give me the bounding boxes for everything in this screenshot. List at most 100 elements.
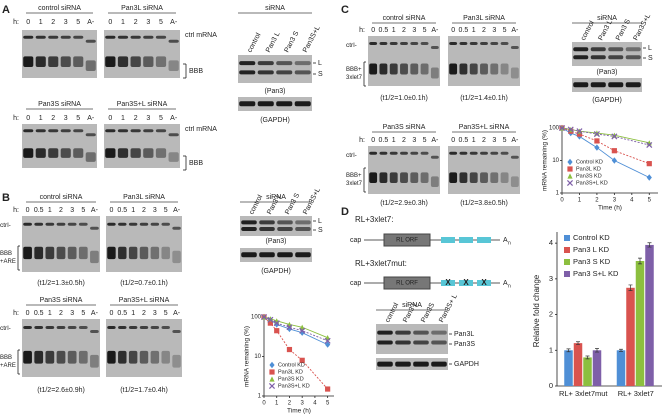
blot-title: Pan3S+L siRNA xyxy=(117,101,168,108)
gel-band xyxy=(117,129,129,133)
gel xyxy=(104,124,180,168)
western-header: siRNA xyxy=(597,15,617,22)
gel-band xyxy=(277,220,293,225)
half-life: (t1/2=1.3±0.5h) xyxy=(37,280,85,287)
lane-label: 5 xyxy=(81,310,85,317)
band-label: S xyxy=(318,227,323,234)
gel-band xyxy=(294,61,311,66)
gel-band xyxy=(400,151,408,155)
y-tick-label: 100 xyxy=(251,315,262,321)
half-life: (t1/2=2.6±0.9h) xyxy=(37,387,85,394)
legend-swatch xyxy=(564,235,570,241)
gel-band xyxy=(60,56,71,67)
tail-sub: n xyxy=(508,240,511,246)
gel-band xyxy=(257,101,274,107)
y-tick-label: 2 xyxy=(549,310,553,319)
gel-band xyxy=(107,325,116,329)
lane-label: A- xyxy=(87,19,95,26)
bar xyxy=(592,350,602,386)
side-label: BBB +ARE xyxy=(0,251,16,265)
gel-band xyxy=(430,46,439,49)
gel-band xyxy=(276,101,293,107)
lane-label: A- xyxy=(91,207,99,214)
lane-label: 0.5 xyxy=(34,207,44,214)
marker xyxy=(269,376,275,382)
lane-label: 3 xyxy=(153,310,157,317)
gel-band xyxy=(130,56,141,67)
gel-band xyxy=(48,148,59,158)
gel-band xyxy=(143,148,154,158)
lane-label: 0 xyxy=(451,27,455,34)
gel-band xyxy=(128,222,138,226)
let7-site xyxy=(477,280,491,286)
lane-label: 1 xyxy=(131,310,135,317)
let7-site xyxy=(441,237,455,243)
gel-band xyxy=(23,35,34,39)
gel-band xyxy=(85,133,96,137)
gel-band xyxy=(78,350,88,364)
lane-label: 0.5 xyxy=(379,27,389,34)
side-label: ctrl- xyxy=(0,222,11,229)
gel-band xyxy=(45,350,55,364)
gel-band xyxy=(67,350,77,364)
lane-label: 0 xyxy=(26,115,30,122)
lane-label: 3 xyxy=(153,207,157,214)
lane-label: control xyxy=(248,194,264,216)
x-tick-label-box: RL+ 3xlet7mut xyxy=(559,390,608,398)
legend-label: Pan3S KD xyxy=(576,173,602,179)
lane-label: 5 xyxy=(159,19,163,26)
gel-band xyxy=(413,361,429,367)
marker xyxy=(325,341,331,348)
gel-band xyxy=(117,56,129,67)
gel-band xyxy=(410,172,419,183)
lane-label: A- xyxy=(173,207,181,214)
marker xyxy=(646,161,652,167)
gel-band xyxy=(410,42,419,45)
lane-label: 3 xyxy=(492,137,496,144)
marker xyxy=(567,173,573,179)
legend-swatch xyxy=(564,259,570,265)
gel-band xyxy=(73,35,84,39)
gel-band xyxy=(34,222,44,226)
mut-mark: X xyxy=(445,278,451,287)
marker xyxy=(567,126,574,133)
lane-label: 0 xyxy=(108,115,112,122)
gel-band xyxy=(400,42,408,45)
marker xyxy=(260,313,268,321)
gel-band xyxy=(241,220,257,225)
gel-band xyxy=(430,176,439,187)
lane-label: 1 xyxy=(48,310,52,317)
lane-label: 5 xyxy=(76,19,80,26)
legend-label: Pan3 S+L KD xyxy=(573,269,619,278)
let7-site xyxy=(441,280,455,286)
gel-band xyxy=(379,63,388,75)
gel-band xyxy=(35,35,46,39)
gel-band xyxy=(105,56,116,67)
lane-label: Pan3 S xyxy=(615,18,632,42)
lane-label: 2 xyxy=(51,115,55,122)
gel-band xyxy=(257,61,274,66)
lane-label: 5 xyxy=(164,207,168,214)
gel-band xyxy=(107,350,116,364)
gel-band xyxy=(420,172,429,183)
bar xyxy=(573,343,583,386)
error-bar xyxy=(647,242,652,248)
gel-band xyxy=(45,325,55,329)
gel-band xyxy=(23,56,34,67)
lane-label: 1 xyxy=(39,115,43,122)
gel-band xyxy=(161,246,170,260)
legend-label: Pan3S KD xyxy=(278,376,304,382)
gel-band xyxy=(295,252,311,258)
gel-band xyxy=(239,61,256,66)
marker xyxy=(325,386,331,392)
bar xyxy=(564,350,573,386)
gel-band xyxy=(431,330,447,335)
lane-label: A- xyxy=(170,19,178,26)
gel-band xyxy=(573,55,589,60)
lane-label: 2 xyxy=(482,137,486,144)
blot-title: control siRNA xyxy=(38,5,81,12)
orf-label: RL ORF xyxy=(396,281,418,287)
blot-title: Pan3S siRNA xyxy=(40,297,83,304)
gel-band xyxy=(389,172,398,183)
hour-label: h: xyxy=(13,310,19,317)
